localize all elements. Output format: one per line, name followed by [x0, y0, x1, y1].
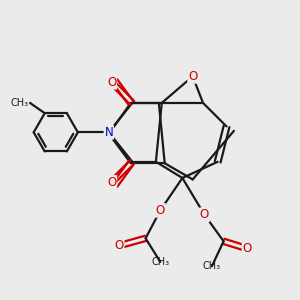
Text: O: O — [156, 204, 165, 217]
Text: O: O — [115, 239, 124, 252]
Text: O: O — [242, 242, 252, 255]
Text: CH₃: CH₃ — [203, 261, 221, 271]
Text: CH₃: CH₃ — [11, 98, 28, 108]
Text: N: N — [104, 126, 113, 139]
Text: O: O — [107, 76, 116, 89]
Text: O: O — [188, 70, 197, 83]
Text: O: O — [200, 208, 209, 221]
Text: O: O — [107, 176, 116, 189]
Text: CH₃: CH₃ — [151, 257, 169, 267]
